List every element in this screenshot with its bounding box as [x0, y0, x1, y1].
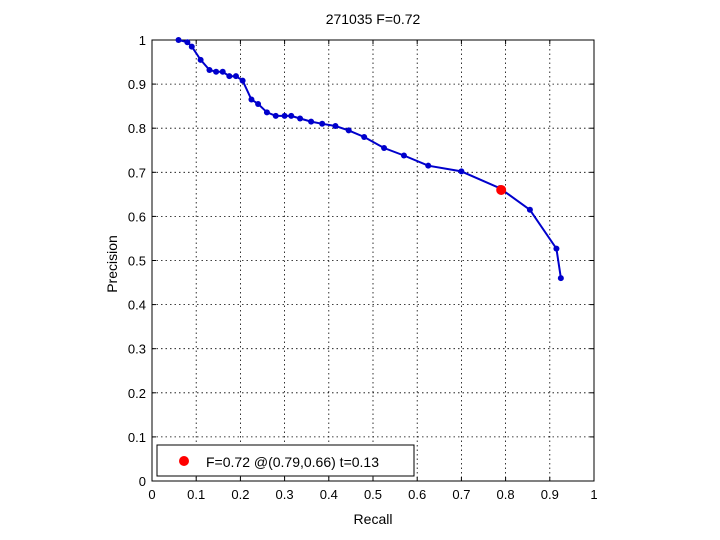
- y-tick-label: 0.5: [128, 254, 146, 269]
- y-axis-label: Precision: [104, 235, 120, 293]
- data-point: [188, 43, 195, 50]
- y-tick-label: 0.3: [128, 342, 146, 357]
- data-point: [381, 145, 388, 152]
- x-tick-label: 0.3: [276, 487, 294, 502]
- x-tick-label: 0.8: [497, 487, 515, 502]
- x-tick-label: 0.9: [541, 487, 559, 502]
- legend-box: F=0.72 @(0.79,0.66) t=0.13: [156, 444, 415, 477]
- data-point: [213, 68, 220, 75]
- y-tick-label: 0: [139, 474, 146, 489]
- x-axis-label: Recall: [354, 511, 393, 527]
- data-point: [281, 112, 288, 119]
- data-point: [345, 127, 352, 134]
- chart-title: 271035 F=0.72: [326, 11, 421, 27]
- y-tick-label: 1: [139, 33, 146, 48]
- data-point: [219, 68, 226, 75]
- legend-marker: [179, 456, 189, 466]
- x-tick-label: 0.2: [231, 487, 249, 502]
- data-point: [232, 73, 239, 80]
- x-tick-label: 0.7: [452, 487, 470, 502]
- y-tick-label: 0.4: [128, 298, 146, 313]
- y-tick-label: 0.9: [128, 77, 146, 92]
- data-point: [400, 152, 407, 159]
- data-point: [197, 56, 204, 63]
- legend-label: F=0.72 @(0.79,0.66) t=0.13: [206, 454, 379, 470]
- data-point: [175, 37, 182, 43]
- data-point: [255, 100, 262, 107]
- data-point: [239, 77, 246, 84]
- data-point: [332, 122, 339, 129]
- data-point: [248, 96, 255, 103]
- data-point: [557, 275, 564, 282]
- x-tick-label: 1: [590, 487, 597, 502]
- data-point: [226, 73, 233, 80]
- data-point: [272, 112, 279, 119]
- y-tick-label: 0.1: [128, 430, 146, 445]
- x-tick-label: 0.1: [187, 487, 205, 502]
- x-tick-label: 0.4: [320, 487, 338, 502]
- data-point: [184, 39, 191, 46]
- legend-frame: [156, 444, 415, 477]
- data-point: [361, 134, 368, 141]
- axis-ticks: 0 0.1 0.2 0.3 0.4 0.5 0.6 0.7 0.8 0.9 1 0 0.1 0.2 0.3 0…: [128, 33, 598, 502]
- y-tick-label: 0.6: [128, 209, 146, 224]
- best-f-point: [496, 184, 507, 195]
- data-point: [319, 120, 326, 127]
- x-tick-label: 0: [148, 487, 155, 502]
- data-point: [425, 162, 432, 169]
- x-tick-label: 0.5: [364, 487, 382, 502]
- data-point: [288, 112, 295, 119]
- y-tick-label: 0.2: [128, 386, 146, 401]
- data-point: [308, 118, 315, 125]
- y-tick-label: 0.7: [128, 165, 146, 180]
- data-point: [206, 66, 213, 73]
- x-tick-label: 0.6: [408, 487, 426, 502]
- series-group: [175, 37, 564, 282]
- data-point: [297, 115, 304, 122]
- data-point: [263, 109, 270, 116]
- data-point: [458, 168, 465, 175]
- data-point: [526, 206, 533, 213]
- data-point: [553, 245, 560, 252]
- y-tick-label: 0.8: [128, 121, 146, 136]
